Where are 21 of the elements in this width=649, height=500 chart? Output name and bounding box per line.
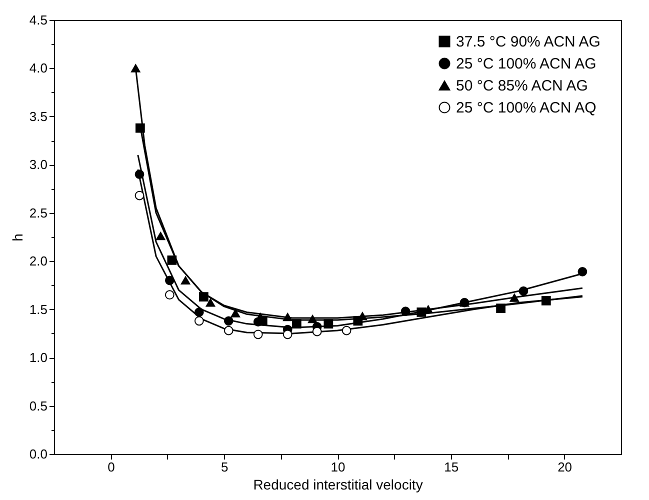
- y-tick-label: 2.5: [29, 205, 48, 220]
- y-tick-label: 1.5: [29, 302, 48, 317]
- y-tick-label: 4.0: [29, 60, 48, 76]
- y-axis-title: h: [9, 234, 26, 242]
- y-tick-label: 0.5: [29, 398, 48, 414]
- x-axis-title: Reduced interstitial velocity: [253, 476, 423, 492]
- legend-label: 25 °C 100% ACN AQ: [456, 100, 596, 116]
- y-tick-label: 4.5: [29, 12, 48, 28]
- legend-label: 25 °C 100% ACN AG: [456, 56, 596, 72]
- x-tick-label: 20: [558, 460, 572, 474]
- y-tick-label: 1.0: [29, 350, 48, 366]
- x-tick-label: 15: [444, 460, 459, 474]
- x-tick-label: 0: [108, 460, 115, 474]
- x-tick-label: 10: [330, 460, 346, 474]
- legend-label: 50 °C 85% ACN AG: [456, 78, 588, 94]
- y-tick-label: 3.0: [29, 157, 48, 172]
- y-tick-label: 3.5: [29, 108, 48, 124]
- y-tick-label: 2.0: [29, 254, 48, 269]
- y-tick-label: 0.0: [29, 446, 48, 462]
- legend-label: 37.5 °C 90% ACN AG: [456, 34, 600, 50]
- x-tick-label: 5: [220, 460, 228, 474]
